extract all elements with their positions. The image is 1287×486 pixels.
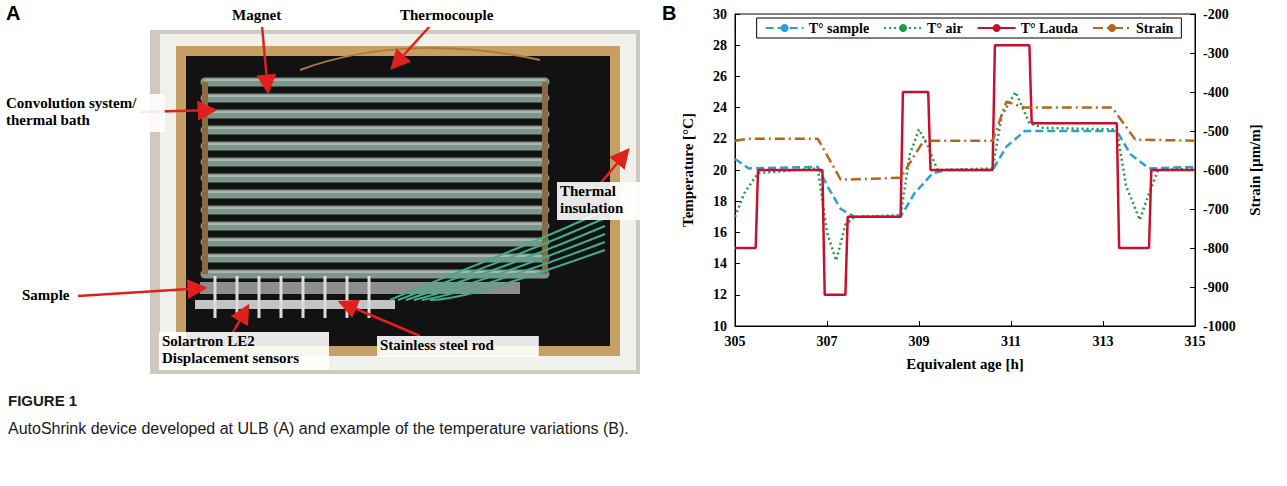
svg-text:T° Lauda: T° Lauda: [1021, 21, 1078, 36]
svg-text:Equivalent age [h]: Equivalent age [h]: [906, 356, 1024, 372]
svg-text:thermal bath: thermal bath: [6, 112, 90, 128]
html-text:FIGURE 1: FIGURE 1: [8, 392, 78, 409]
svg-text:20: 20: [713, 163, 727, 178]
svg-text:-800: -800: [1203, 241, 1229, 256]
svg-text:Solartron LE2: Solartron LE2: [162, 333, 255, 349]
svg-text:insulation: insulation: [560, 200, 624, 216]
svg-text:305: 305: [725, 334, 746, 349]
svg-text:Sample: Sample: [22, 287, 70, 303]
svg-text:12: 12: [713, 287, 727, 302]
svg-text:Thermocouple: Thermocouple: [400, 7, 494, 23]
svg-text:-900: -900: [1203, 280, 1229, 295]
svg-text:18: 18: [713, 194, 727, 209]
svg-text:309: 309: [909, 334, 930, 349]
svg-text:Magnet: Magnet: [232, 7, 281, 23]
svg-text:30: 30: [713, 7, 727, 22]
svg-text:26: 26: [713, 69, 727, 84]
svg-text:-700: -700: [1203, 202, 1229, 217]
svg-text:Thermal: Thermal: [560, 183, 616, 199]
svg-text:Temperature [°C]: Temperature [°C]: [680, 113, 696, 227]
svg-text:10: 10: [713, 319, 727, 334]
svg-text:Stainless steel rod: Stainless steel rod: [380, 337, 495, 353]
svg-text:T° air: T° air: [927, 21, 963, 36]
svg-text:24: 24: [713, 100, 727, 115]
svg-text:-1000: -1000: [1203, 319, 1236, 334]
svg-text:Convolution system/: Convolution system/: [6, 95, 137, 111]
svg-text:-200: -200: [1203, 7, 1229, 22]
svg-text:-300: -300: [1203, 46, 1229, 61]
svg-text:307: 307: [817, 334, 838, 349]
svg-text:311: 311: [1001, 334, 1021, 349]
html-text:A: A: [6, 2, 21, 24]
svg-text:-600: -600: [1203, 163, 1229, 178]
svg-text:315: 315: [1185, 334, 1206, 349]
svg-text:22: 22: [713, 131, 727, 146]
svg-text:16: 16: [713, 225, 727, 240]
html-text:B: B: [662, 2, 677, 24]
svg-text:Displacement sensors: Displacement sensors: [162, 350, 299, 366]
svg-text:313: 313: [1093, 334, 1114, 349]
svg-text:14: 14: [713, 256, 727, 271]
svg-text:Strain: Strain: [1136, 21, 1174, 36]
svg-text:-400: -400: [1203, 85, 1229, 100]
svg-text:Strain [µm/m]: Strain [µm/m]: [1247, 124, 1263, 216]
svg-text:T° sample: T° sample: [809, 21, 869, 36]
svg-text:28: 28: [713, 38, 727, 53]
svg-text:-500: -500: [1203, 124, 1229, 139]
html-text:AutoShrink device developed at: AutoShrink device developed at ULB (A) a…: [8, 420, 629, 437]
